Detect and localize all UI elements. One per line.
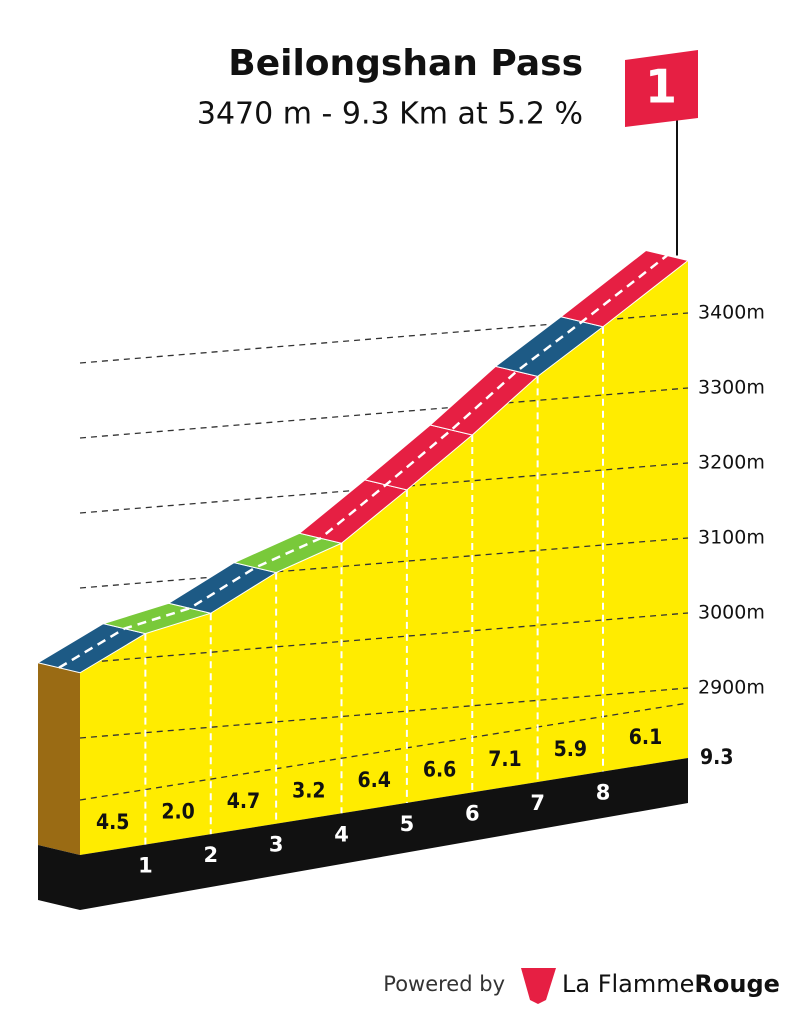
km-label: 6 xyxy=(465,801,480,825)
left-band-face xyxy=(38,845,80,910)
y-tick-label: 3100m xyxy=(698,527,765,549)
gradient-label: 7.1 xyxy=(488,747,521,771)
brand-light: La Flamme xyxy=(562,970,694,998)
grid-line xyxy=(79,687,689,739)
gradient-label: 2.0 xyxy=(161,799,194,823)
km-label: 8 xyxy=(596,781,611,805)
grid-line xyxy=(79,612,689,664)
km-label: 4 xyxy=(334,822,349,846)
gradient-label: 6.4 xyxy=(357,768,390,792)
gradient-label: 4.5 xyxy=(96,810,129,834)
gradient-label: 6.1 xyxy=(629,725,662,749)
brand-bold: Rouge xyxy=(694,970,780,998)
km-label: 2 xyxy=(203,843,218,867)
y-tick-label: 3400m xyxy=(698,302,765,324)
flag xyxy=(625,50,698,127)
chart-subtitle: 3470 m - 9.3 Km at 5.2 % xyxy=(197,97,583,132)
km-label: 3 xyxy=(269,833,284,857)
y-tick-label: 3000m xyxy=(698,602,765,624)
gradient-label: 5.9 xyxy=(554,737,587,761)
brand: La FlammeRouge xyxy=(562,970,780,998)
center-line xyxy=(58,254,668,669)
gradient-label: 4.7 xyxy=(227,789,260,813)
km-label: 9.3 xyxy=(700,745,733,769)
base-line xyxy=(79,702,689,801)
powered-by: Powered by xyxy=(383,972,505,996)
km-band xyxy=(80,758,688,910)
footer: Powered by La FlammeRouge xyxy=(383,968,780,1004)
km-label: 1 xyxy=(138,854,153,878)
profile-face xyxy=(80,260,688,855)
km-label: 5 xyxy=(400,812,415,836)
grid-line xyxy=(79,537,689,589)
gradient-label: 3.2 xyxy=(292,778,325,802)
grid-line xyxy=(79,462,689,514)
grid-line xyxy=(79,387,689,439)
gradient-label: 6.6 xyxy=(423,758,456,782)
y-tick-label: 3300m xyxy=(698,377,765,399)
chart-title: Beilongshan Pass xyxy=(228,43,583,84)
segment-top xyxy=(559,249,690,328)
y-tick-label: 3200m xyxy=(698,452,765,474)
y-tick-label: 2900m xyxy=(698,677,765,699)
left-face xyxy=(38,662,80,855)
flag-label: 1 xyxy=(645,60,677,114)
logo-icon xyxy=(521,968,556,1004)
km-label: 7 xyxy=(530,791,545,815)
